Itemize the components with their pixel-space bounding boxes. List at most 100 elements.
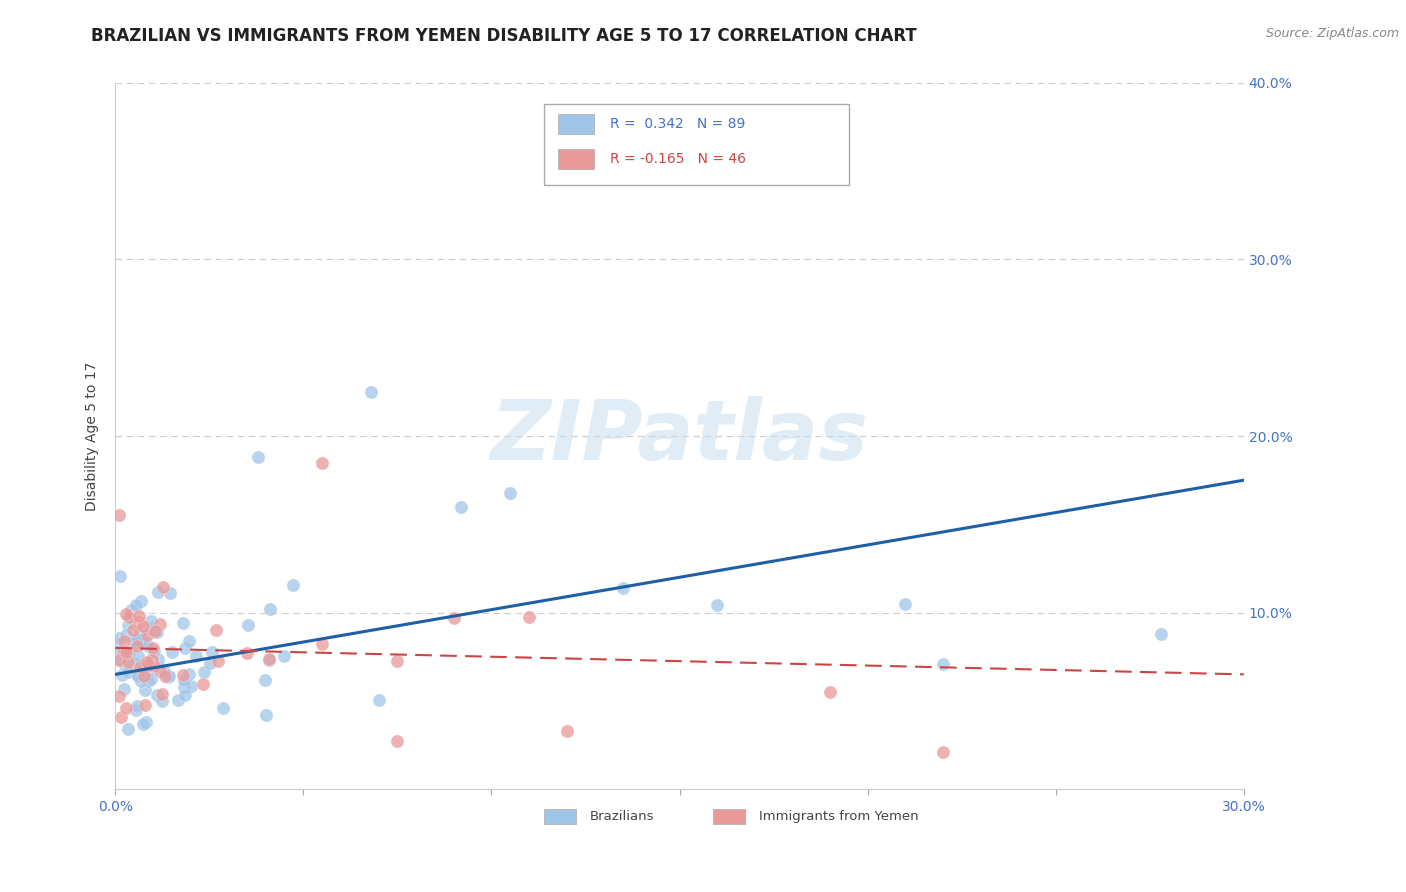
Text: Source: ZipAtlas.com: Source: ZipAtlas.com	[1265, 27, 1399, 40]
Point	[131, 663, 153, 677]
Point	[207, 654, 229, 668]
Point	[254, 673, 277, 687]
Point	[932, 657, 955, 671]
Point	[172, 615, 194, 630]
Point	[136, 639, 159, 653]
Point	[108, 568, 131, 582]
Point	[128, 630, 150, 644]
Point	[125, 698, 148, 713]
Point	[247, 450, 270, 465]
Point	[367, 692, 389, 706]
Point	[134, 698, 156, 712]
Point	[148, 616, 170, 631]
Point	[121, 640, 143, 654]
Point	[706, 599, 728, 613]
FancyBboxPatch shape	[544, 104, 849, 186]
Point	[134, 634, 156, 648]
Point	[184, 649, 207, 664]
Point	[117, 655, 139, 669]
Point	[117, 618, 139, 632]
Point	[132, 636, 155, 650]
Point	[152, 580, 174, 594]
Point	[259, 602, 281, 616]
Point	[177, 666, 200, 681]
Point	[125, 703, 148, 717]
Point	[143, 644, 166, 658]
Point	[135, 714, 157, 729]
Point	[174, 689, 197, 703]
Point	[108, 689, 131, 703]
Point	[143, 658, 166, 673]
Text: Brazilians: Brazilians	[589, 810, 654, 823]
Point	[111, 668, 134, 682]
Point	[818, 685, 841, 699]
Point	[108, 637, 131, 651]
Point	[127, 649, 149, 664]
Point	[162, 645, 184, 659]
Point	[117, 610, 139, 624]
Point	[149, 664, 172, 678]
Point	[360, 384, 382, 399]
Point	[115, 627, 138, 641]
Point	[273, 648, 295, 663]
Point	[142, 640, 165, 655]
Point	[211, 701, 233, 715]
Text: ZIPatlas: ZIPatlas	[491, 395, 869, 476]
Point	[125, 632, 148, 647]
Point	[254, 708, 277, 723]
Point	[122, 632, 145, 647]
Point	[139, 672, 162, 686]
Point	[193, 665, 215, 679]
Bar	[544, 809, 575, 824]
Point	[257, 653, 280, 667]
Point	[117, 645, 139, 659]
Point	[128, 609, 150, 624]
Point	[121, 624, 143, 638]
Point	[145, 689, 167, 703]
Point	[612, 581, 634, 595]
Point	[128, 625, 150, 640]
Point	[311, 456, 333, 470]
Point	[128, 660, 150, 674]
Point	[146, 659, 169, 673]
Point	[131, 594, 153, 608]
Point	[159, 585, 181, 599]
Point	[120, 603, 142, 617]
Point	[148, 585, 170, 599]
Point	[443, 611, 465, 625]
Point	[115, 701, 138, 715]
Text: R =  0.342   N = 89: R = 0.342 N = 89	[610, 117, 745, 131]
Point	[134, 683, 156, 698]
Point	[146, 652, 169, 666]
Point	[108, 653, 131, 667]
Point	[128, 615, 150, 629]
Point	[125, 667, 148, 681]
Y-axis label: Disability Age 5 to 17: Disability Age 5 to 17	[86, 361, 100, 511]
Point	[153, 665, 176, 679]
Text: BRAZILIAN VS IMMIGRANTS FROM YEMEN DISABILITY AGE 5 TO 17 CORRELATION CHART: BRAZILIAN VS IMMIGRANTS FROM YEMEN DISAB…	[91, 27, 917, 45]
Point	[125, 632, 148, 647]
Point	[141, 653, 163, 667]
Point	[932, 745, 955, 759]
Point	[167, 693, 190, 707]
Point	[115, 645, 138, 659]
Point	[141, 621, 163, 635]
Point	[236, 646, 259, 660]
Point	[132, 669, 155, 683]
Point	[157, 669, 180, 683]
Point	[125, 598, 148, 612]
Point	[110, 710, 132, 724]
Point	[112, 681, 135, 696]
Point	[174, 640, 197, 655]
Point	[141, 651, 163, 665]
Point	[117, 722, 139, 736]
Point	[108, 643, 131, 657]
Point	[172, 667, 194, 681]
Point	[180, 679, 202, 693]
Point	[177, 634, 200, 648]
Point	[281, 578, 304, 592]
Point	[517, 610, 540, 624]
Bar	[558, 149, 593, 169]
Point	[450, 500, 472, 514]
Point	[112, 644, 135, 658]
